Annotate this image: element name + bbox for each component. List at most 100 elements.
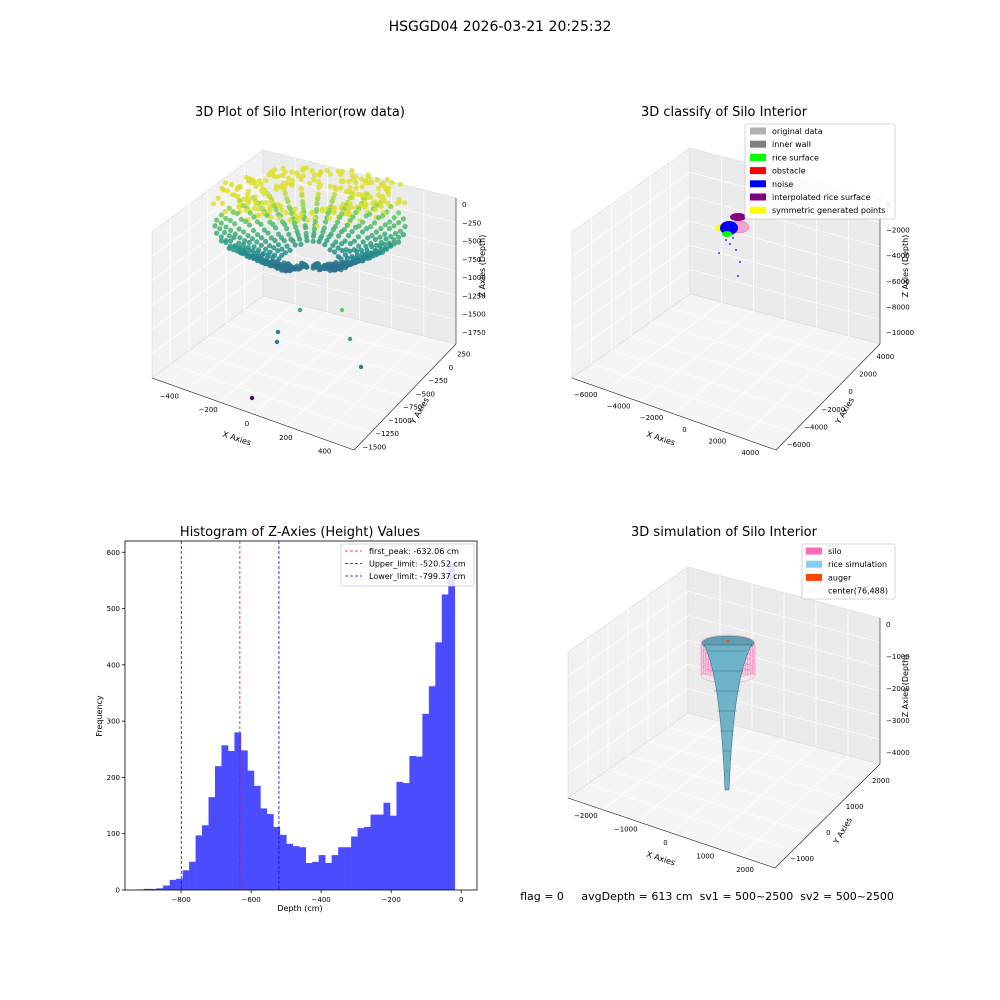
classify-z-tick-label: −8000 <box>886 303 910 311</box>
classify-x-tick-label: 0 <box>682 426 686 434</box>
raw-outlier-point <box>297 307 303 313</box>
raw-data-point <box>293 224 299 230</box>
raw-data-point <box>230 247 236 253</box>
raw-data-point <box>218 220 224 226</box>
raw-data-point <box>284 243 290 249</box>
histogram-x-tick-label: −400 <box>312 896 331 904</box>
raw-data-point <box>270 254 276 260</box>
legend-swatch <box>806 560 822 568</box>
raw-data-point <box>219 200 226 206</box>
raw-data-point <box>391 237 397 243</box>
classify-z-tick-label: −2000 <box>886 227 910 235</box>
raw-data-point <box>363 226 370 232</box>
rice-surface-cluster <box>722 231 732 237</box>
raw-data-point <box>263 261 269 267</box>
raw-data-point <box>314 196 321 203</box>
raw-data-point <box>312 172 318 178</box>
histogram-bar <box>377 814 384 890</box>
raw-data-point <box>334 219 341 225</box>
raw-data-point <box>258 221 264 227</box>
histogram-bar <box>415 756 423 890</box>
raw-data-point <box>391 223 397 229</box>
noise-point <box>739 261 741 263</box>
raw-data-3d-panel: 3D Plot of Silo Interior(row data) −400 −… <box>151 105 487 456</box>
raw-data-point <box>228 238 234 244</box>
raw-data-point <box>250 227 257 234</box>
raw-data-point <box>236 226 242 232</box>
raw-data-point <box>326 215 333 221</box>
histogram-bar <box>253 785 261 890</box>
legend-swatch <box>806 573 822 581</box>
classify-z-tick-label: −4000 <box>886 252 910 260</box>
raw-data-point <box>346 233 352 239</box>
grid-line <box>571 269 881 354</box>
raw-data-point <box>360 219 366 225</box>
raw-outlier-point <box>358 364 364 370</box>
raw-data-point <box>380 213 386 219</box>
raw-z-tick-label: −1000 <box>462 274 486 282</box>
raw-data-point <box>396 239 402 245</box>
raw-data-point <box>245 233 251 239</box>
histogram-bar <box>441 594 449 890</box>
raw-x-tick-label: 200 <box>279 434 292 442</box>
histogram-bar <box>215 766 222 890</box>
histogram-bar <box>273 826 281 890</box>
histogram-bar <box>312 861 319 890</box>
raw-data-point <box>249 180 255 186</box>
simulation-y-tick-label: 1000 <box>846 803 864 811</box>
raw-data-point <box>310 238 316 244</box>
raw-data-point <box>275 174 281 180</box>
raw-data-point <box>303 234 310 240</box>
interpolated-surface-cluster <box>730 213 746 221</box>
raw-outlier-point <box>275 329 281 335</box>
raw-data-point <box>402 200 408 206</box>
raw-data-point <box>249 236 255 242</box>
histogram-legend: first_peak: -632.06 cm Upper_limit: -520.… <box>340 543 475 587</box>
simulation-x-tick-label: −2000 <box>574 812 598 820</box>
histogram-y-tick-label: 200 <box>107 774 120 782</box>
raw-data-point <box>353 179 359 186</box>
raw-data-point <box>327 171 333 177</box>
histogram-bar <box>409 756 417 890</box>
raw-data-point <box>231 234 237 241</box>
histogram-y-tick-label: 300 <box>107 718 120 726</box>
noise-point <box>729 243 731 245</box>
raw-data-point <box>339 179 345 185</box>
raw-data-point <box>281 238 287 244</box>
classify-3d-panel: 3D classify of Silo Interior −6000 −4000 −… <box>571 105 914 457</box>
raw-data-point <box>363 243 369 249</box>
raw-data-point <box>396 210 402 216</box>
raw-data-point <box>230 209 236 215</box>
raw-data-point <box>347 241 353 247</box>
legend-label: auger <box>828 573 852 582</box>
raw-data-point <box>242 218 248 224</box>
histogram-x-tick-label: 0 <box>459 896 463 904</box>
raw-data-point <box>298 241 304 247</box>
legend-swatch <box>750 193 766 201</box>
raw-data-point <box>247 210 253 216</box>
raw-data-point <box>372 220 378 226</box>
raw-data-point <box>290 238 296 244</box>
raw-data-point <box>228 227 234 233</box>
raw-data-point <box>378 204 384 210</box>
classify-x-tick-label: −2000 <box>640 414 664 422</box>
raw-data-point <box>314 201 320 207</box>
raw-data-point <box>311 226 317 232</box>
raw-data-point <box>372 207 379 213</box>
raw-data-point <box>383 236 389 242</box>
raw-y-tick-label: −750 <box>403 404 422 412</box>
raw-z-tick-label: 0 <box>462 201 466 209</box>
raw-data-point <box>276 215 282 221</box>
histogram-bar <box>286 843 294 890</box>
raw-data-point <box>292 242 298 248</box>
status-footer: flag = 0 avgDepth = 613 cm sv1 = 500~250… <box>520 890 894 903</box>
raw-data-point <box>324 167 330 173</box>
simulation-y-tick-label: −1000 <box>790 855 814 863</box>
raw-data-point <box>227 217 233 224</box>
histogram-x-tick-label: −600 <box>241 896 260 904</box>
classify-x-tick-label: −6000 <box>574 391 598 399</box>
histogram-bar <box>208 797 216 890</box>
raw-data-point <box>267 243 273 249</box>
raw-data-point <box>289 169 295 175</box>
